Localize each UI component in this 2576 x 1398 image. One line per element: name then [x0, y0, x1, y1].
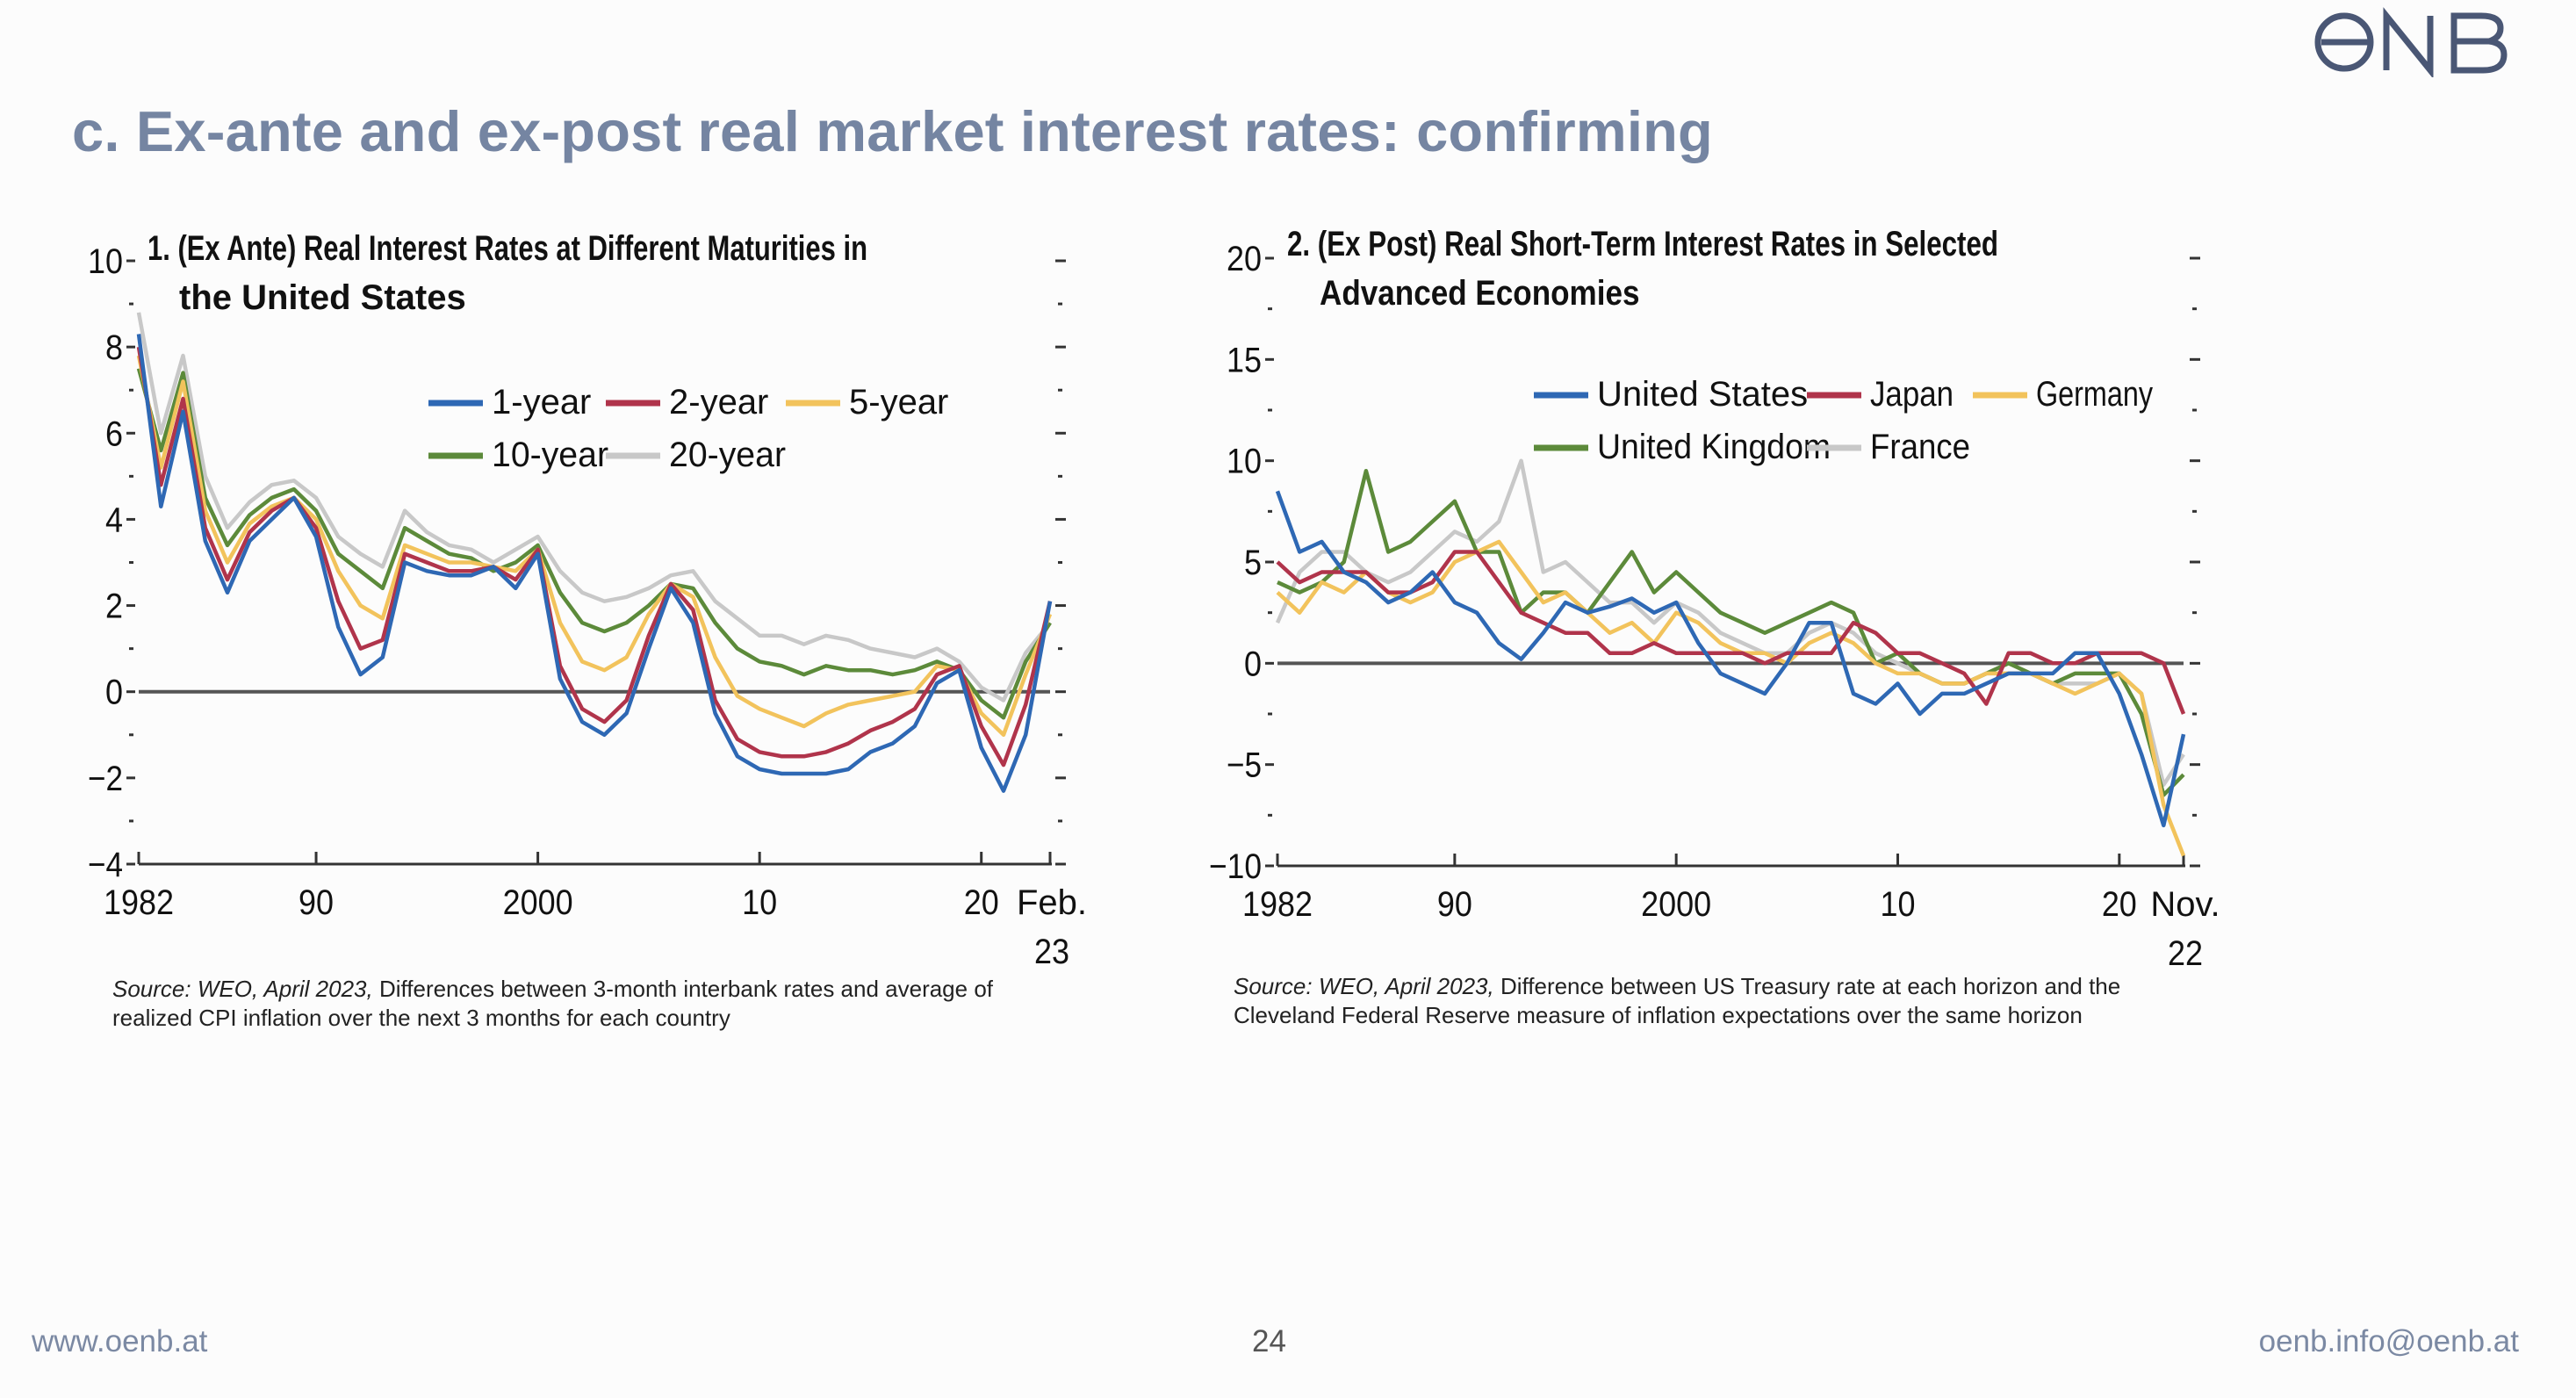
source-label: Source: WEO, April 2023, — [112, 976, 373, 1002]
chart-2: 2. (Ex Post) Real Short-Term Interest Ra… — [1209, 225, 2220, 973]
x-tick-label: 20 — [964, 883, 999, 922]
source-label: Source: WEO, April 2023, — [1234, 973, 1494, 999]
chart-title: 2. (Ex Post) Real Short-Term Interest Ra… — [1287, 225, 1998, 263]
legend-label: Germany — [2036, 375, 2153, 414]
series-line-france — [1275, 458, 2185, 787]
y-tick-label: 0 — [1244, 645, 1262, 683]
slide-title: c. Ex-ante and ex-post real market inter… — [72, 99, 1713, 163]
legend-label: 1-year — [492, 383, 591, 422]
legend-label: United States — [1597, 375, 1808, 414]
x-end-label: Feb. — [1017, 883, 1087, 922]
legend-label: 2-year — [669, 383, 768, 422]
chart-1: 1. (Ex Ante) Real Interest Rates at Diff… — [88, 229, 1087, 971]
chart-title: Advanced Economies — [1320, 274, 1640, 313]
x-tick-label: 90 — [1437, 885, 1472, 924]
oenb-logo — [2309, 7, 2520, 82]
y-tick-label: 15 — [1227, 341, 1262, 379]
x-tick-label: 1982 — [1242, 885, 1313, 924]
legend-label: 5-year — [849, 383, 948, 422]
y-tick-label: 0 — [105, 674, 123, 712]
y-tick-label: 4 — [105, 501, 123, 539]
series-line-1-year — [136, 334, 1053, 793]
x-tick-label: 2000 — [503, 883, 573, 922]
source-note-2: Source: WEO, April 2023, Difference betw… — [1234, 972, 2173, 1030]
y-tick-label: −5 — [1227, 746, 1262, 785]
y-tick-label: 2 — [105, 587, 123, 626]
series-line-20-year — [136, 312, 1052, 703]
chart-title: 1. (Ex Ante) Real Interest Rates at Diff… — [148, 229, 867, 268]
y-tick-label: 6 — [105, 414, 123, 453]
y-tick-label: 10 — [88, 242, 123, 281]
y-tick-label: 8 — [105, 328, 123, 367]
x-tick-label: 90 — [299, 883, 334, 922]
x-end-label: 23 — [1034, 933, 1069, 971]
footer-email: oenb.info@oenb.at — [2258, 1324, 2519, 1358]
x-tick-label: 2000 — [1641, 885, 1711, 924]
x-tick-label: 10 — [1881, 885, 1916, 924]
source-text: Differences between 3-month interbank ra… — [112, 976, 994, 1031]
y-tick-label: 5 — [1244, 544, 1262, 582]
page-number: 24 — [1252, 1324, 1286, 1358]
y-tick-label: 20 — [1227, 240, 1262, 278]
source-text: Difference between US Treasury rate at e… — [1234, 973, 2121, 1028]
y-tick-label: 10 — [1227, 443, 1262, 481]
series-line-japan — [1276, 550, 2186, 715]
legend-label: 10-year — [492, 436, 608, 474]
y-tick-label: −2 — [88, 760, 123, 798]
series-line-united-states — [1275, 490, 2186, 828]
legend-label: France — [1870, 428, 1970, 466]
x-tick-label: 20 — [2102, 885, 2137, 924]
legend-label: United Kingdom — [1597, 428, 1831, 466]
x-tick-label: 1982 — [104, 883, 174, 922]
chart-title: the United States — [179, 278, 466, 317]
y-tick-label: −4 — [88, 846, 123, 884]
x-end-label: 22 — [2168, 934, 2203, 973]
y-tick-label: −10 — [1209, 847, 1262, 886]
legend-label: 20-year — [669, 436, 786, 474]
x-end-label: Nov. — [2150, 885, 2220, 924]
source-note-1: Source: WEO, April 2023, Differences bet… — [112, 975, 1052, 1033]
series-line-united-kingdom — [1277, 468, 2185, 797]
legend-label: Japan — [1870, 375, 1954, 414]
series-line-10-year — [136, 368, 1052, 720]
x-tick-label: 10 — [742, 883, 777, 922]
footer-website: www.oenb.at — [32, 1324, 208, 1358]
